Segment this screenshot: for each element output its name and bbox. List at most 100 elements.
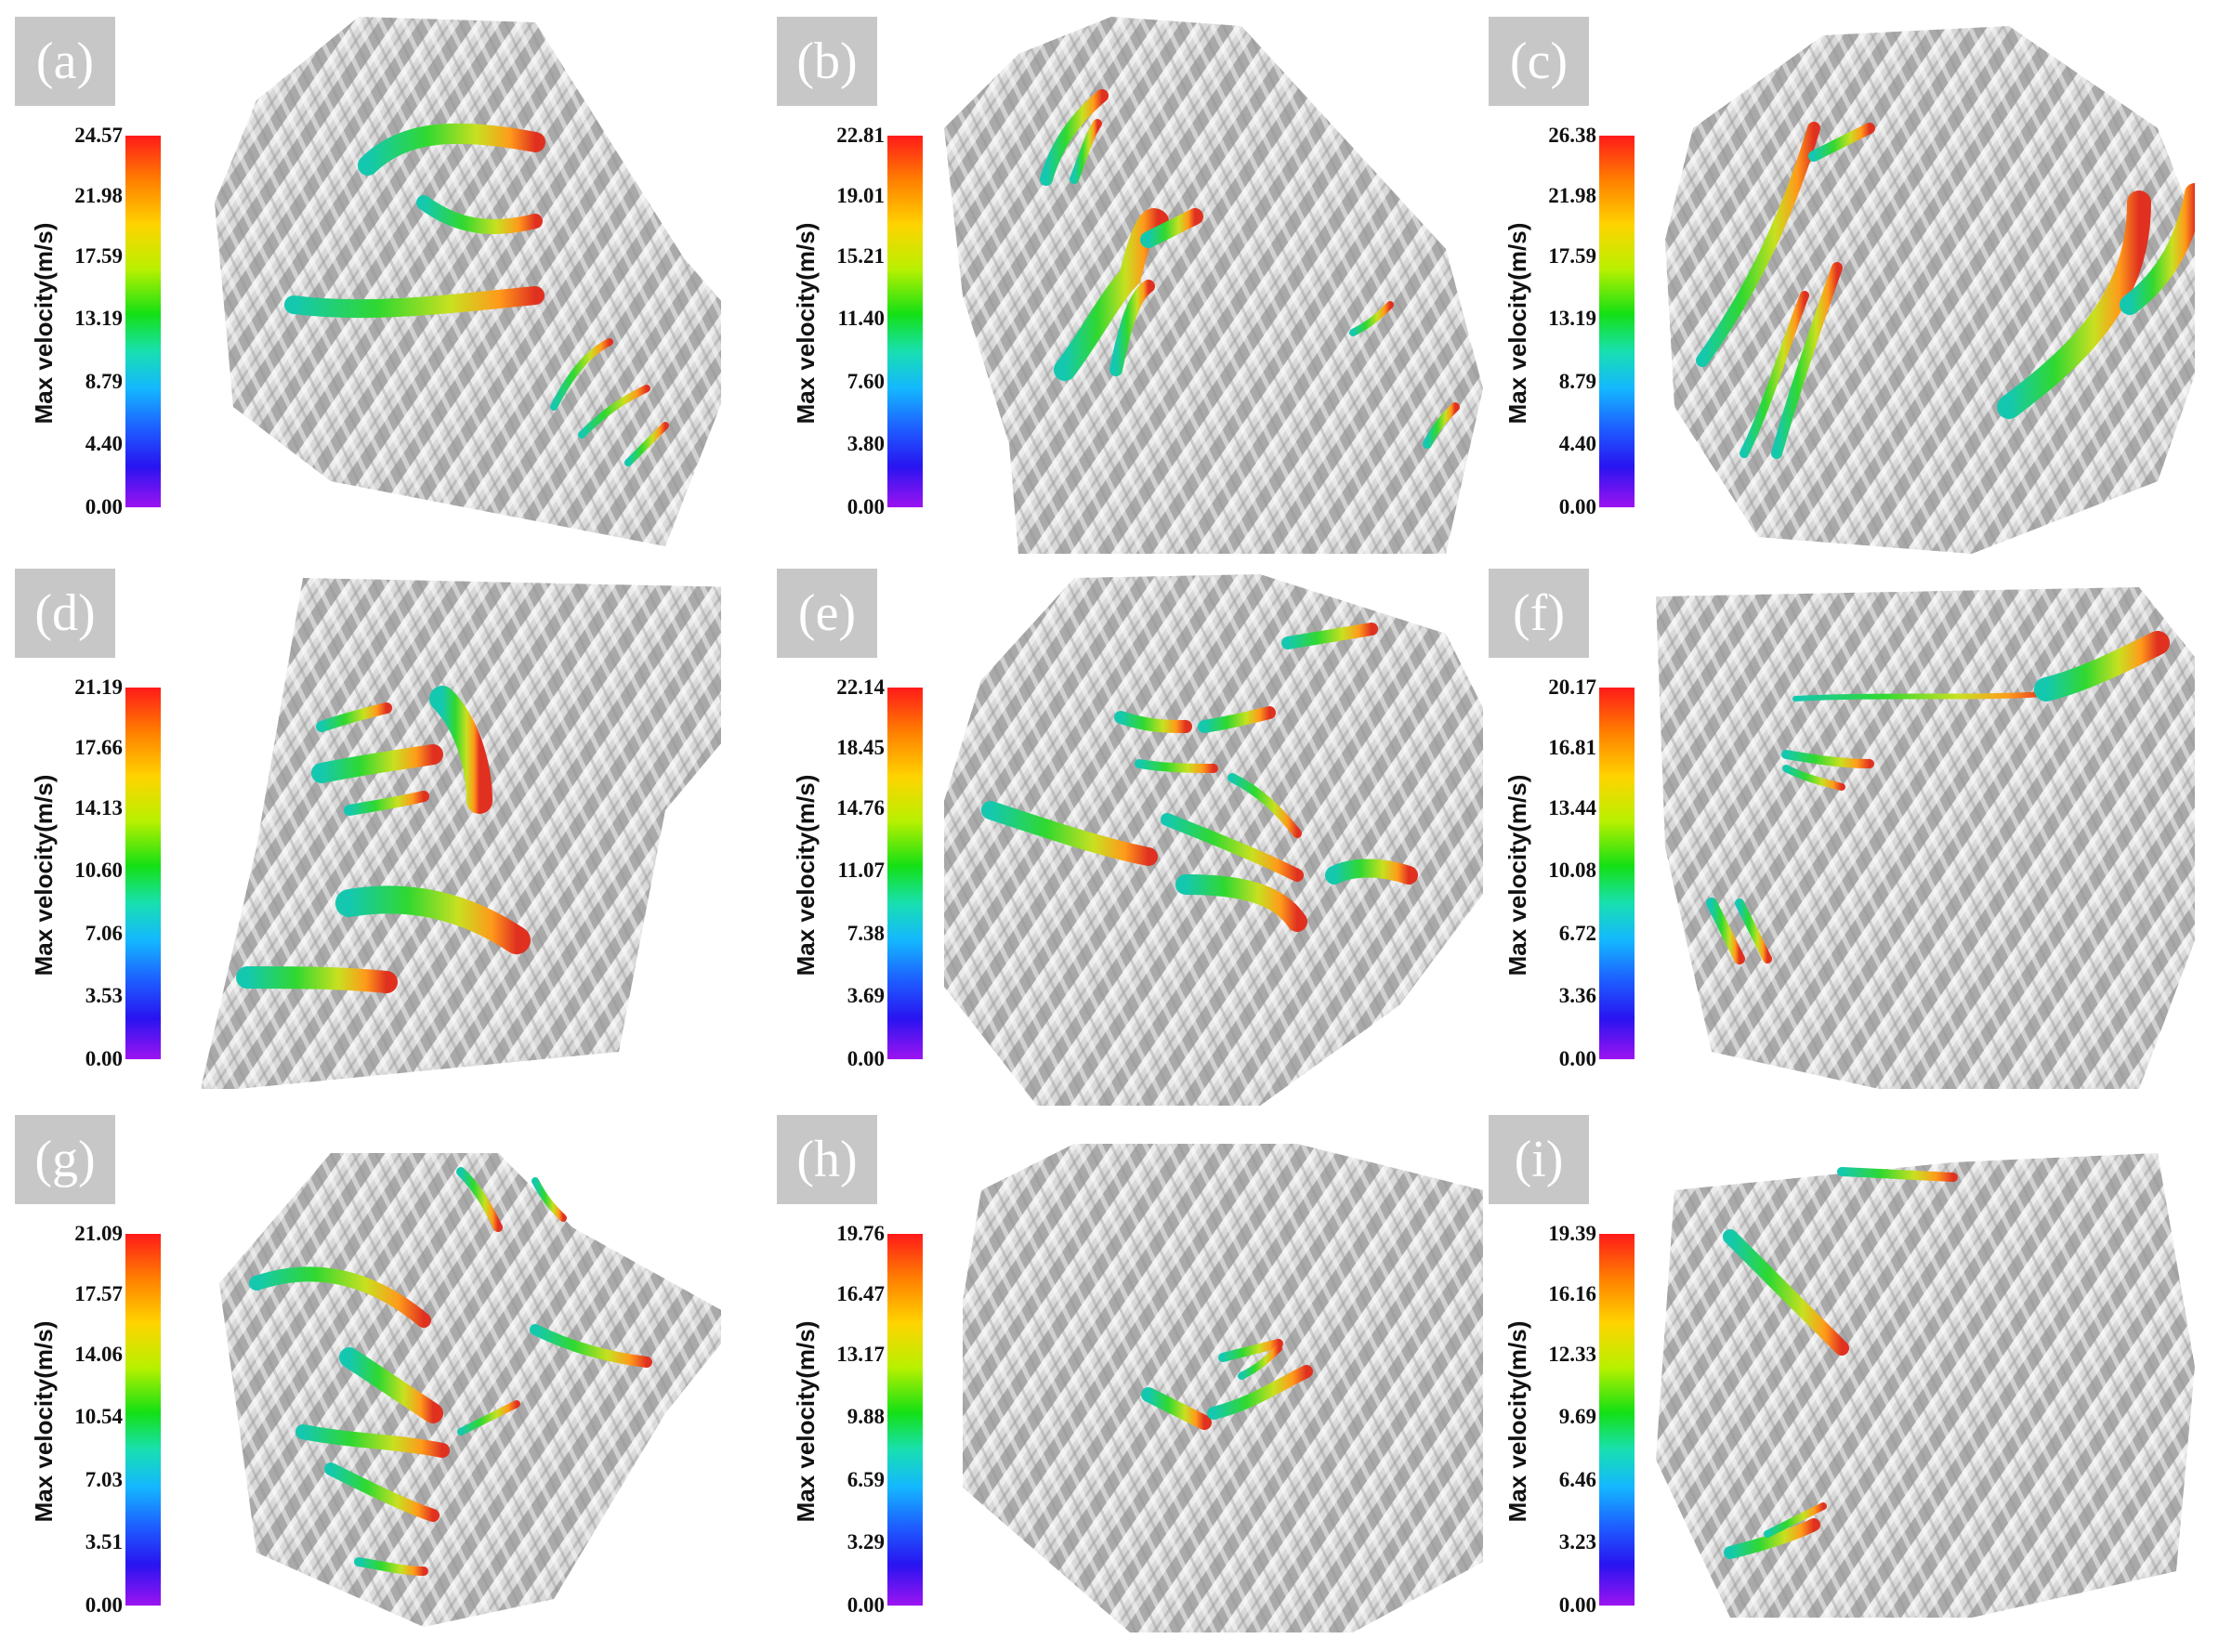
tick-label: 14.76	[836, 796, 885, 819]
tick-label: 17.66	[74, 736, 123, 759]
colorbar-label: Max velocity(m/s)	[792, 222, 820, 425]
flow-paths	[236, 686, 531, 993]
terrain-map	[1665, 26, 2195, 554]
tick-label: 13.17	[836, 1343, 885, 1366]
tick-label: 0.00	[847, 1593, 885, 1617]
flow-paths	[1706, 631, 2170, 964]
panel-a: (a) Max velocity(m/s) 24.57 21.98 17.59 …	[15, 17, 721, 554]
panel-tag: (g)	[15, 1115, 115, 1204]
tick-label: 6.59	[847, 1468, 885, 1491]
panel-d: (d) Max velocity(m/s) 21.19 17.66 14.13 …	[15, 569, 721, 1106]
terrain-map	[201, 578, 721, 1089]
terrain-map	[1656, 587, 2195, 1089]
tick-label: 7.03	[85, 1468, 123, 1491]
tick-label: 19.76	[836, 1222, 885, 1245]
terrain-texture	[1656, 587, 2195, 1089]
colorbar-label: Max velocity(m/s)	[792, 774, 820, 977]
tick-label: 18.45	[836, 736, 885, 759]
tick-label: 9.69	[1558, 1405, 1596, 1428]
colorbar-label: Max velocity(m/s)	[30, 1320, 58, 1523]
velocity-colorbar	[1599, 688, 1635, 1059]
tick-label: 13.44	[1548, 796, 1596, 819]
tick-label: 16.16	[1548, 1282, 1596, 1305]
tick-label: 14.13	[74, 796, 123, 819]
velocity-colorbar	[1599, 136, 1635, 507]
tick-label: 22.14	[836, 675, 885, 699]
tick-label: 8.79	[85, 370, 123, 393]
terrain-texture	[963, 1144, 1483, 1632]
panel-tag: (h)	[777, 1115, 877, 1204]
velocity-colorbar	[1599, 1234, 1635, 1606]
tick-label: 10.54	[74, 1405, 123, 1428]
colorbar-ticks: 24.57 21.98 17.59 13.19 8.79 4.40 0.00	[67, 125, 123, 518]
tick-label: 3.23	[1558, 1530, 1596, 1554]
tick-label: 26.38	[1548, 124, 1596, 147]
tick-label: 20.17	[1548, 675, 1596, 699]
terrain-map	[1656, 1153, 2195, 1618]
tick-label: 14.06	[74, 1343, 123, 1366]
tick-label: 17.59	[1548, 244, 1596, 268]
tick-label: 6.46	[1558, 1468, 1596, 1491]
colorbar-ticks: 20.17 16.81 13.44 10.08 6.72 3.36 0.00	[1541, 676, 1596, 1069]
tick-label: 11.07	[837, 859, 885, 882]
panel-b: (b) Max velocity(m/s) 22.81 19.01 15.21 …	[777, 17, 1483, 554]
tick-label: 7.38	[847, 922, 885, 945]
tick-label: 8.79	[1558, 370, 1596, 393]
flow-paths	[981, 623, 1418, 982]
tick-label: 3.80	[847, 432, 885, 455]
panel-tag: (e)	[777, 569, 877, 658]
colorbar-label: Max velocity(m/s)	[30, 222, 58, 425]
tick-label: 3.51	[85, 1530, 123, 1554]
terrain-texture	[201, 578, 721, 1089]
tick-label: 21.19	[74, 675, 123, 699]
flow-paths	[1696, 122, 2195, 459]
panel-e: (e) Max velocity(m/s) 22.14 18.45 14.76 …	[777, 569, 1483, 1106]
terrain-texture	[1656, 1153, 2195, 1618]
colorbar-label: Max velocity(m/s)	[1503, 774, 1531, 977]
tick-label: 3.29	[847, 1530, 885, 1554]
panel-tag: (d)	[15, 569, 115, 658]
terrain-map	[219, 1153, 721, 1627]
tick-label: 24.57	[74, 124, 123, 147]
tick-label: 13.19	[1548, 307, 1596, 330]
velocity-colorbar	[887, 688, 923, 1059]
tick-label: 0.00	[847, 495, 885, 518]
tick-label: 3.36	[1558, 984, 1596, 1007]
panel-tag: (a)	[15, 17, 115, 106]
tick-label: 16.81	[1548, 736, 1596, 759]
tick-label: 4.40	[1558, 432, 1596, 455]
tick-label: 3.53	[85, 984, 123, 1007]
panel-tag: (i)	[1489, 1115, 1589, 1204]
colorbar-ticks: 22.14 18.45 14.76 11.07 7.38 3.69 0.00	[829, 676, 885, 1069]
tick-label: 16.47	[836, 1282, 885, 1305]
tick-label: 7.60	[847, 370, 885, 393]
velocity-colorbar	[125, 136, 161, 507]
tick-label: 19.01	[836, 184, 885, 207]
panel-tag: (f)	[1489, 569, 1589, 658]
terrain-map	[944, 574, 1483, 1106]
colorbar-ticks: 21.09 17.57 14.06 10.54 7.03 3.51 0.00	[67, 1223, 123, 1616]
panel-g: (g) Max velocity(m/s) 21.09 17.57 14.06 …	[15, 1115, 721, 1652]
colorbar-label: Max velocity(m/s)	[792, 1320, 820, 1523]
colorbar-label: Max velocity(m/s)	[30, 774, 58, 977]
flow-paths	[1141, 1339, 1313, 1430]
colorbar-ticks: 22.81 19.01 15.21 11.40 7.60 3.80 0.00	[829, 125, 885, 518]
tick-label: 9.88	[847, 1405, 885, 1428]
colorbar-label: Max velocity(m/s)	[1503, 1320, 1531, 1523]
colorbar-ticks: 21.19 17.66 14.13 10.60 7.06 3.53 0.00	[67, 676, 123, 1069]
flow-paths	[249, 1167, 652, 1576]
tick-label: 0.00	[1558, 1593, 1596, 1617]
tick-label: 0.00	[85, 1593, 123, 1617]
terrain-map	[944, 17, 1483, 554]
velocity-colorbar	[887, 136, 923, 507]
colorbar-label: Max velocity(m/s)	[1503, 222, 1531, 425]
tick-label: 17.59	[74, 244, 123, 268]
tick-label: 21.09	[74, 1222, 123, 1245]
tick-label: 13.19	[74, 307, 123, 330]
terrain-map	[963, 1144, 1483, 1632]
tick-label: 11.40	[837, 307, 885, 330]
tick-label: 0.00	[1558, 495, 1596, 518]
panel-f: (f) Max velocity(m/s) 20.17 16.81 13.44 …	[1489, 569, 2195, 1106]
terrain-texture	[944, 17, 1483, 554]
panel-c: (c) Max velocity(m/s) 26.38 21.98 17.59 …	[1489, 17, 2195, 554]
